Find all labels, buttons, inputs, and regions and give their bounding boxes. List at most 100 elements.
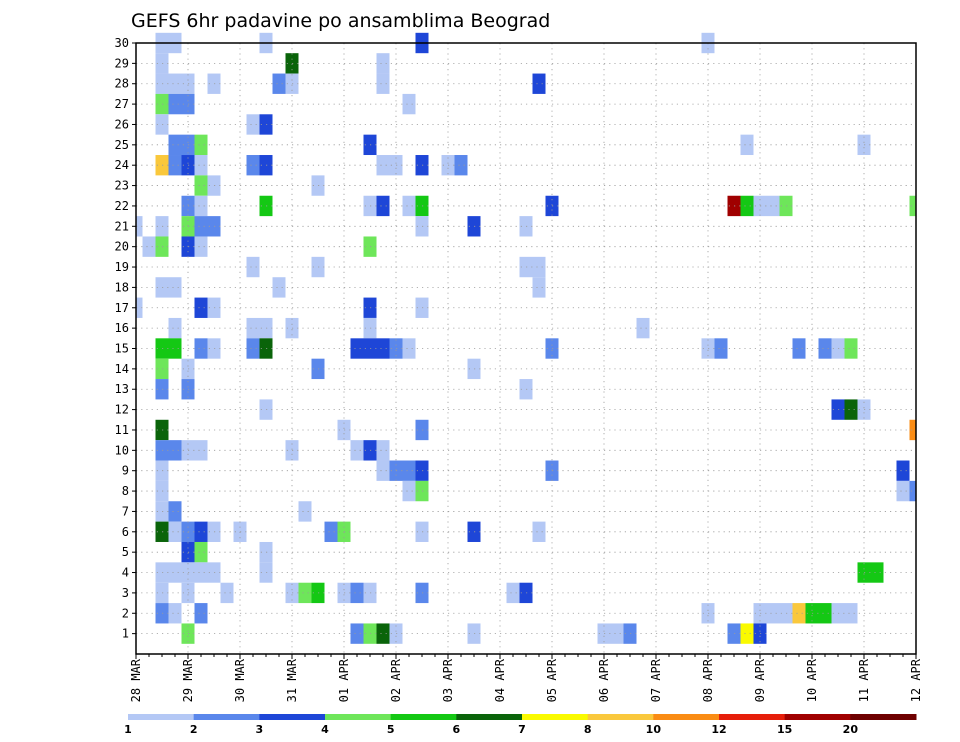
- chart-title: GEFS 6hr padavine po ansamblima Beograd: [131, 10, 550, 32]
- heatmap-cell: [350, 623, 364, 644]
- colorbar-swatch: [325, 714, 392, 720]
- heatmap-cell: [168, 277, 182, 298]
- y-tick-label: 26: [115, 117, 129, 131]
- heatmap-cell: [194, 562, 208, 583]
- y-tick-label: 23: [115, 179, 129, 193]
- colorbar-label: 20: [843, 723, 859, 736]
- colorbar-label: 10: [646, 723, 662, 736]
- heatmap-cell: [220, 582, 234, 604]
- heatmap-cell: [246, 114, 260, 135]
- colorbar-label: 2: [190, 723, 198, 736]
- heatmap-cell: [168, 521, 182, 542]
- heatmap-cell: [870, 562, 884, 583]
- y-tick-label: 4: [122, 566, 129, 580]
- x-tick-label: 01 APR: [337, 658, 351, 702]
- x-tick-label: 31 MAR: [285, 658, 299, 702]
- y-tick-label: 22: [115, 199, 129, 213]
- heatmap-cell: [168, 562, 182, 583]
- heatmap-cell: [194, 521, 208, 542]
- heatmap-cell: [136, 216, 143, 237]
- heatmap-cell: [298, 501, 312, 522]
- y-axis: 1234567891011121314151617181920212223242…: [115, 36, 136, 641]
- x-tick-label: 03 APR: [441, 658, 455, 702]
- heatmap-cell: [168, 93, 182, 115]
- heatmap-cell: [844, 603, 858, 624]
- y-tick-label: 1: [122, 627, 129, 641]
- y-tick-label: 5: [122, 545, 129, 559]
- heatmap-cell: [194, 541, 208, 563]
- heatmap-cell: [136, 297, 143, 318]
- x-tick-label: 28 MAR: [129, 658, 143, 702]
- heatmap-cell: [194, 603, 208, 624]
- heatmap-cell: [376, 460, 390, 481]
- x-tick-label: 07 APR: [649, 658, 663, 702]
- heatmap-cell: [168, 317, 182, 339]
- colorbar-label: 6: [453, 723, 461, 736]
- heatmap-cell: [168, 440, 182, 461]
- heatmap-cell: [636, 317, 650, 339]
- x-tick-label: 11 APR: [857, 658, 871, 702]
- heatmap-cell: [376, 338, 390, 359]
- colorbar-swatch: [587, 714, 654, 720]
- heatmap-cell: [909, 419, 916, 441]
- x-tick-label: 12 APR: [909, 658, 923, 702]
- heatmap-cell: [766, 195, 780, 217]
- x-tick-label: 06 APR: [597, 658, 611, 702]
- heatmap-cell: [402, 480, 416, 502]
- colorbar-swatch: [522, 714, 589, 720]
- colorbar-label: 7: [518, 723, 526, 736]
- x-tick-label: 05 APR: [545, 658, 559, 702]
- heatmap-cell: [350, 582, 364, 604]
- colorbar-label: 5: [387, 723, 395, 736]
- heatmap-cell: [194, 236, 208, 257]
- x-tick-label: 04 APR: [493, 658, 507, 702]
- y-tick-label: 10: [115, 443, 129, 457]
- heatmap-cell: [714, 338, 728, 359]
- heatmap-cell: [246, 256, 260, 278]
- y-tick-label: 20: [115, 240, 129, 254]
- y-tick-label: 25: [115, 138, 129, 152]
- heatmap-cell: [454, 155, 468, 176]
- heatmap-cell: [376, 440, 390, 461]
- colorbar-swatch: [259, 714, 326, 720]
- colorbar-swatch: [456, 714, 523, 720]
- x-tick-label: 09 APR: [753, 658, 767, 702]
- heatmap-cell: [506, 582, 520, 604]
- colorbar-label: 3: [256, 723, 264, 736]
- y-tick-label: 21: [115, 219, 129, 233]
- y-tick-label: 17: [115, 301, 129, 315]
- x-tick-label: 10 APR: [805, 658, 819, 702]
- heatmap-cell: [376, 155, 390, 176]
- heatmap-cell: [246, 338, 260, 359]
- y-tick-label: 12: [115, 403, 129, 417]
- heatmap-cell: [896, 480, 910, 502]
- heatmap-cell: [740, 623, 754, 644]
- heatmap-cell: [610, 623, 624, 644]
- heatmap-cell: [246, 155, 260, 176]
- heatmap-cell: [532, 277, 546, 298]
- heatmap-cell: [168, 73, 182, 94]
- y-tick-label: 16: [115, 321, 129, 335]
- colorbar-swatch: [784, 714, 851, 720]
- heatmap-cell: [376, 623, 390, 644]
- x-tick-label: 30 MAR: [233, 658, 247, 702]
- colorbar-swatch: [390, 714, 457, 720]
- colorbar-swatch: [653, 714, 720, 720]
- heatmap-cell: [532, 521, 546, 542]
- heatmap-cell: [532, 73, 546, 94]
- colorbar-legend: 1 2 3 4 5 6 7 8 10 12 15 20: [124, 714, 917, 736]
- heatmap-cell: [194, 216, 208, 237]
- y-tick-label: 18: [115, 280, 129, 294]
- heatmap-cell: [376, 53, 390, 74]
- y-tick-label: 9: [122, 464, 129, 478]
- y-tick-label: 8: [122, 484, 129, 498]
- y-tick-label: 15: [115, 342, 129, 356]
- heatmap-cell: [844, 338, 858, 359]
- heatmap-cell: [324, 521, 338, 542]
- colorbar-label: 4: [321, 723, 329, 736]
- heatmap-cell: [142, 236, 156, 257]
- y-tick-label: 11: [115, 423, 129, 437]
- heatmap-cell: [168, 134, 182, 156]
- heatmap-cell: [818, 338, 832, 359]
